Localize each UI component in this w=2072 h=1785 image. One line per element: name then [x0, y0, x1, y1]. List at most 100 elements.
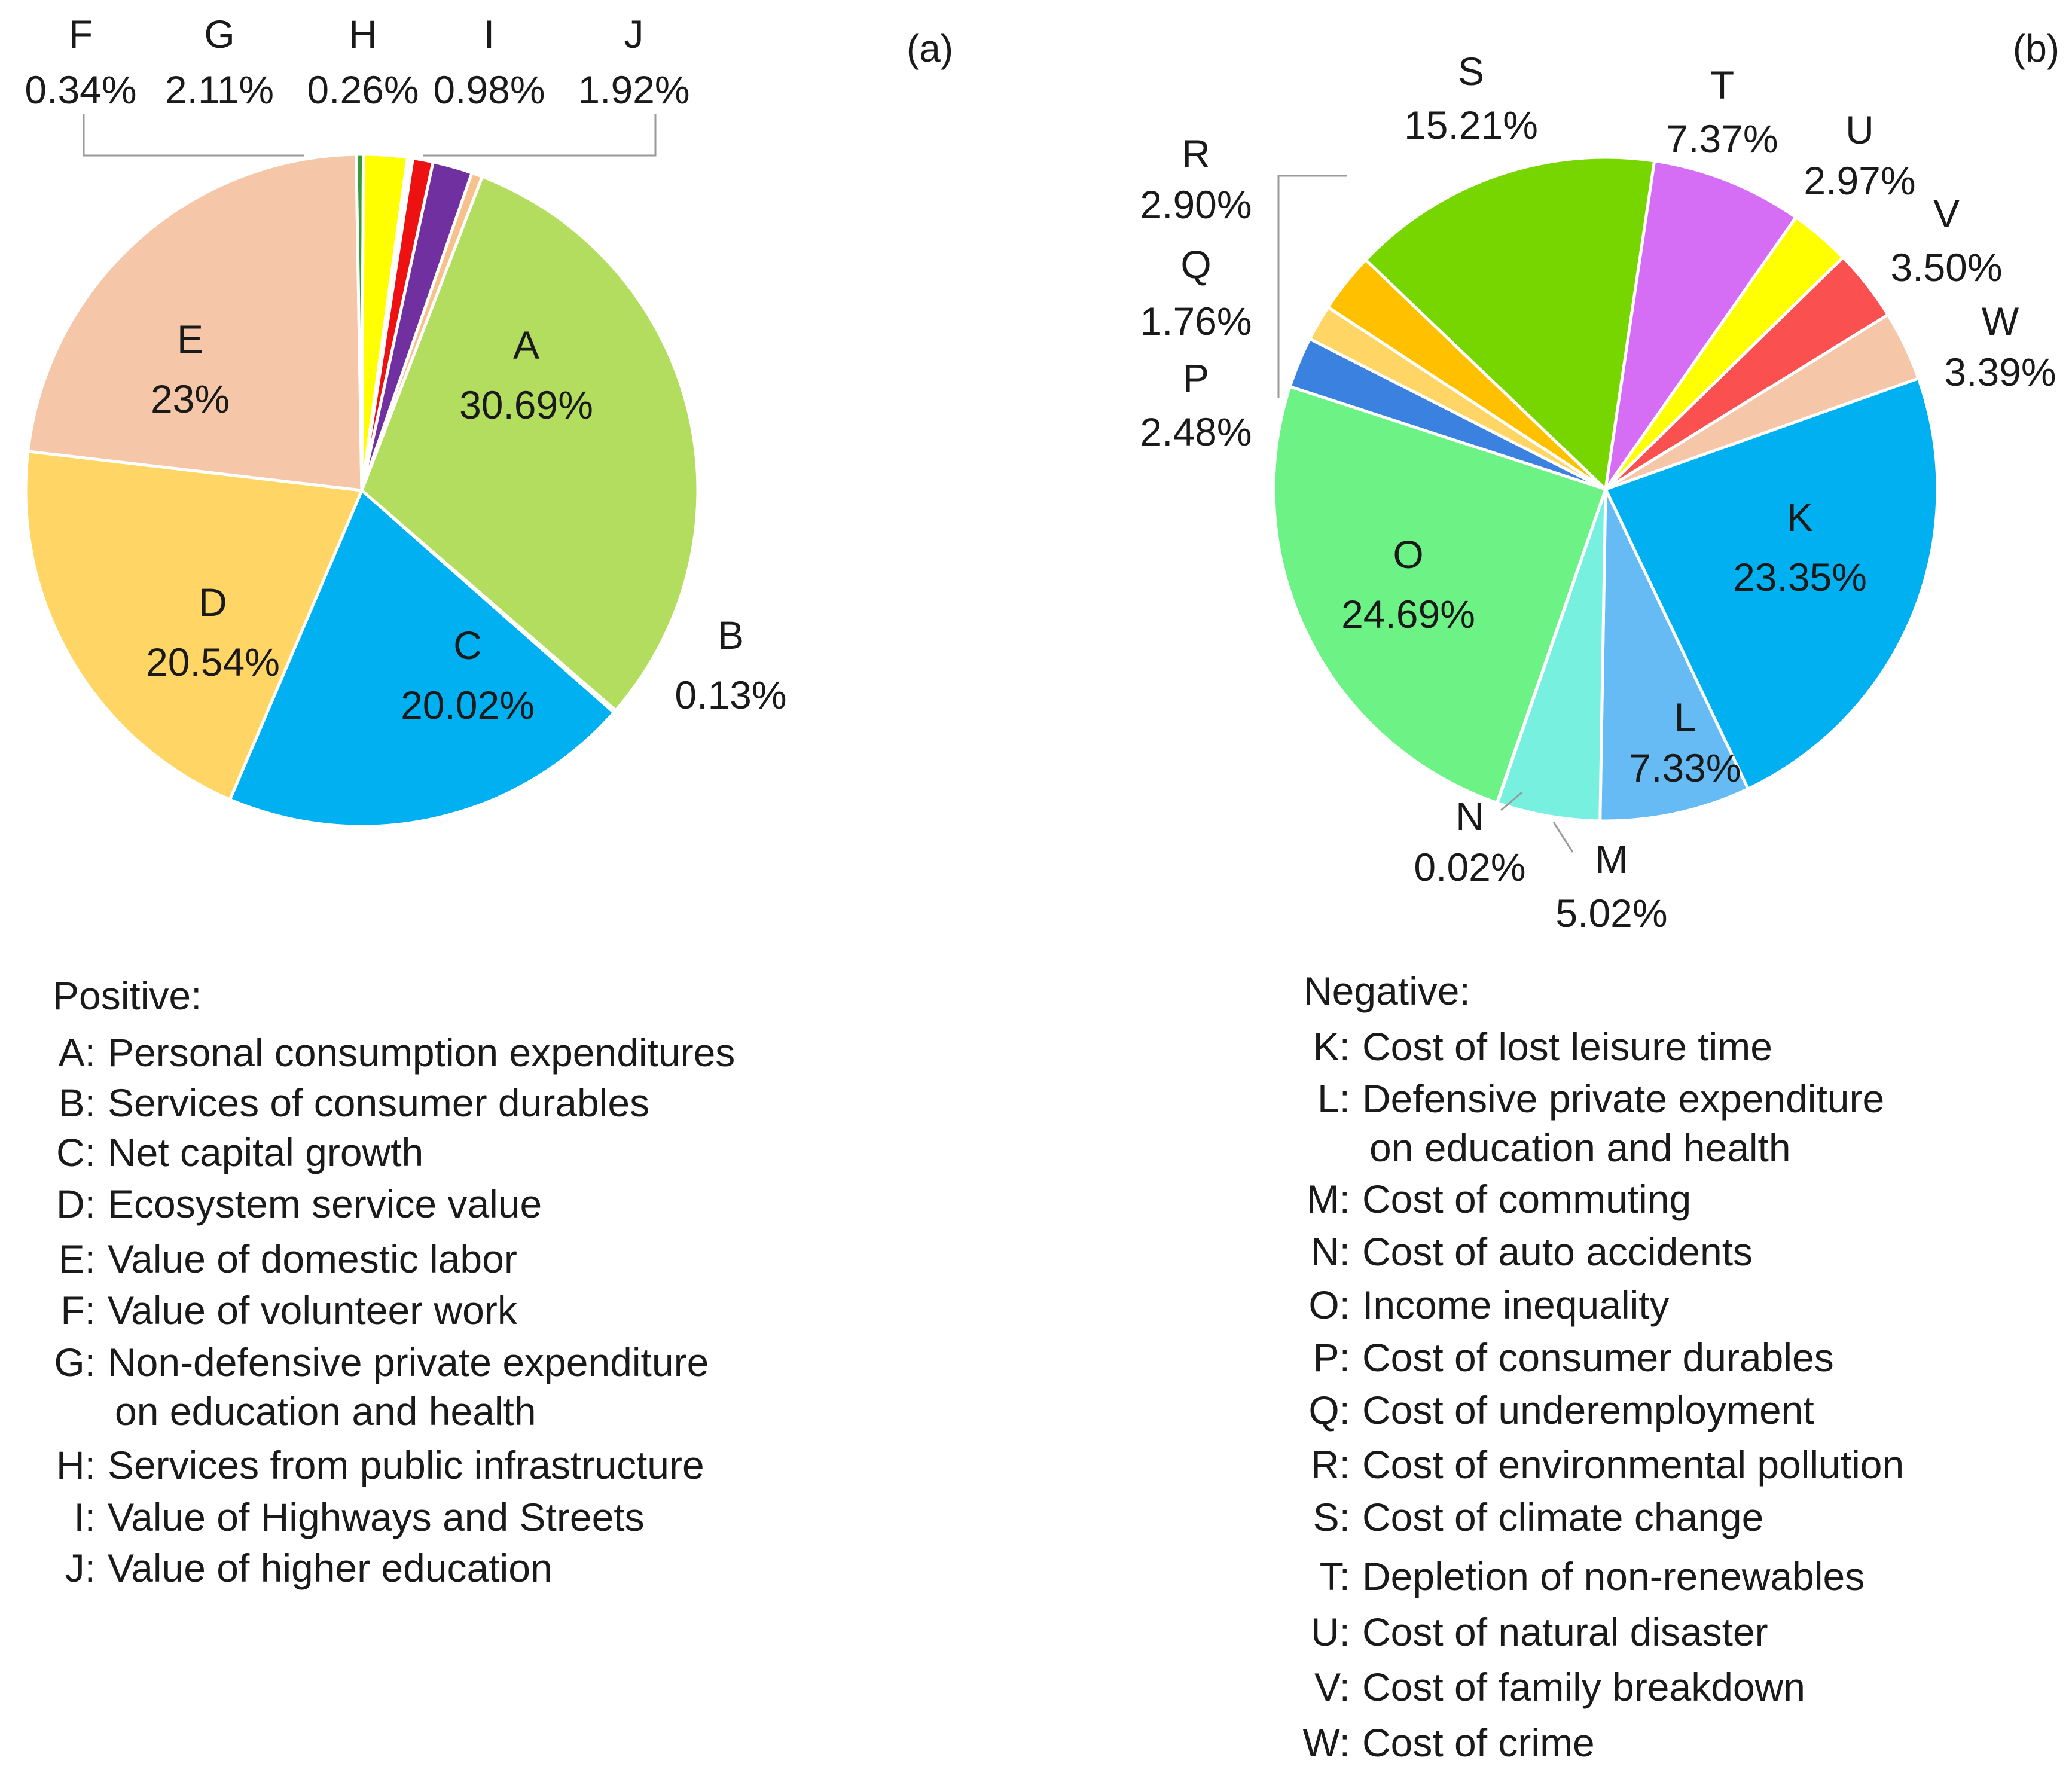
leader-line-m [1552, 822, 1574, 853]
legend-label-b: Services of consumer durables [108, 1081, 649, 1125]
legend-key-o: O: [1308, 1283, 1350, 1327]
legend-label-c: Net capital growth [108, 1130, 423, 1174]
slice-key-r: R [1182, 132, 1210, 176]
slice-value-c: 20.02% [401, 683, 535, 727]
pie-slice-extra-10 [360, 170, 484, 491]
legend-key-e: E: [59, 1237, 96, 1281]
legend-key-u: U: [1311, 1610, 1350, 1654]
legend-label-l: Defensive private expenditure on educatio… [1362, 1076, 1884, 1170]
slice-key-n: N [1455, 794, 1484, 838]
legend-key-c: C: [56, 1130, 96, 1174]
legend-label-h: Services from public infrastructure [108, 1443, 704, 1487]
slice-value-o: 24.69% [1341, 592, 1475, 636]
slice-value-k: 23.35% [1733, 555, 1867, 599]
slice-value-b: 0.13% [675, 673, 786, 717]
legend-label-u: Cost of natural disaster [1362, 1610, 1768, 1654]
slice-value-d: 20.54% [146, 640, 280, 684]
slice-key-o: O [1393, 532, 1423, 576]
legend-key-t: T: [1320, 1554, 1350, 1598]
legend-label-i: Value of Highways and Streets [108, 1495, 645, 1539]
legend-key-b: B: [59, 1081, 96, 1125]
legend-label-g: Non-defensive private expenditure on educ… [108, 1340, 709, 1433]
legend-key-v: V: [1314, 1665, 1350, 1709]
slice-key-s: S [1458, 49, 1484, 93]
slice-value-n: 0.02% [1414, 845, 1525, 889]
legend-key-h: H: [56, 1443, 96, 1487]
legend-key-i: I: [74, 1495, 96, 1539]
slice-key-v: V [1933, 191, 1960, 236]
leader-line-f-g [83, 114, 304, 157]
pie-slice-l [1598, 488, 1750, 823]
legend-title-positive: Positive: [53, 974, 202, 1018]
leader-line-i-j [423, 114, 657, 157]
pie-slice-w [1604, 312, 1921, 491]
slice-key-q: Q [1180, 242, 1211, 286]
legend-label-m: Cost of commuting [1362, 1177, 1691, 1221]
pie-slice-k [1603, 376, 1939, 791]
slice-labels-negative: K 23.35% L 7.33% M 5.02% N 0.02% O 24.69% P 2.48% Q 1… [1140, 49, 2056, 935]
slice-key-w: W [1982, 299, 2019, 343]
legend-label-a: Personal consumption expenditures [108, 1030, 735, 1075]
slice-key-l: L [1674, 695, 1696, 739]
pie-chart-negative [1272, 155, 1939, 823]
legend-negative: K: Cost of lost leisure time L: Defensive p… [1303, 1024, 1905, 1765]
legend-key-a: A: [59, 1030, 96, 1075]
legend-key-g: G: [54, 1340, 96, 1384]
slice-value-r: 2.90% [1140, 182, 1252, 227]
slice-value-t: 7.37% [1666, 117, 1778, 161]
legend-label-t: Depletion of non-renewables [1362, 1554, 1865, 1598]
legend-positive: A: Personal consumption expenditures B: Ser… [54, 1030, 735, 1590]
slice-value-a: 30.69% [459, 383, 593, 427]
slice-key-i: I [484, 12, 495, 56]
slice-key-b: B [718, 613, 744, 657]
pie-chart-positive [24, 152, 700, 828]
legend-label-v: Cost of family breakdown [1362, 1665, 1805, 1709]
slice-key-a: A [513, 323, 539, 367]
legend-key-n: N: [1311, 1229, 1350, 1274]
pie-slice-d [24, 450, 364, 802]
slice-value-w: 3.39% [1944, 350, 2056, 394]
legend-label-r: Cost of environmental pollution [1362, 1442, 1904, 1487]
slice-key-d: D [199, 580, 227, 624]
pie-slice-s [1363, 155, 1656, 493]
slice-value-f: 0.34% [25, 68, 136, 112]
legend-label-o: Income inequality [1362, 1283, 1670, 1327]
legend-key-l: L: [1317, 1076, 1350, 1121]
legend-label-d: Ecosystem service value [108, 1182, 542, 1226]
pie-slice-c [228, 487, 617, 828]
leader-line-n [1500, 791, 1522, 811]
legend-key-s: S: [1313, 1495, 1350, 1539]
slice-value-l: 7.33% [1629, 746, 1741, 790]
legend-label-f: Value of volunteer work [108, 1288, 518, 1332]
slice-key-g: G [204, 12, 234, 56]
slice-value-u: 2.97% [1804, 158, 1915, 203]
legend-label-k: Cost of lost leisure time [1362, 1024, 1772, 1069]
legend-key-d: D: [56, 1182, 96, 1226]
legend-key-k: K: [1313, 1024, 1350, 1069]
legend-key-w: W: [1303, 1720, 1350, 1765]
legend-label-e: Value of domestic labor [108, 1237, 517, 1281]
pie-slice-t [1604, 159, 1798, 490]
slice-labels-positive: A 30.69% B 0.13% C 20.02% D 20.54% E 23% F 0.34% G 2.… [25, 12, 786, 727]
slice-key-u: U [1845, 108, 1874, 152]
slice-value-h: 0.26% [307, 68, 419, 112]
slice-key-h: H [349, 12, 377, 56]
legend-key-m: M: [1307, 1177, 1350, 1221]
slice-value-v: 3.50% [1890, 245, 2002, 289]
legend-key-p: P: [1313, 1335, 1350, 1380]
slice-key-k: K [1787, 495, 1813, 539]
slice-key-e: E [177, 317, 203, 361]
legend-label-p: Cost of consumer durables [1362, 1335, 1834, 1380]
legend-label-w: Cost of crime [1362, 1720, 1595, 1765]
slice-value-s: 15.21% [1404, 103, 1538, 147]
legend-key-f: F: [60, 1288, 96, 1332]
slice-value-j: 1.92% [578, 68, 689, 112]
legend-key-r: R: [1311, 1442, 1350, 1487]
pie-slice-a [360, 175, 700, 713]
panel-label-a: (a) [907, 27, 953, 70]
pie-slice-e [26, 152, 364, 492]
leader-line-p-q-r [1277, 175, 1347, 398]
legend-label-s: Cost of climate change [1362, 1495, 1763, 1539]
legend-label-n: Cost of auto accidents [1362, 1229, 1753, 1274]
